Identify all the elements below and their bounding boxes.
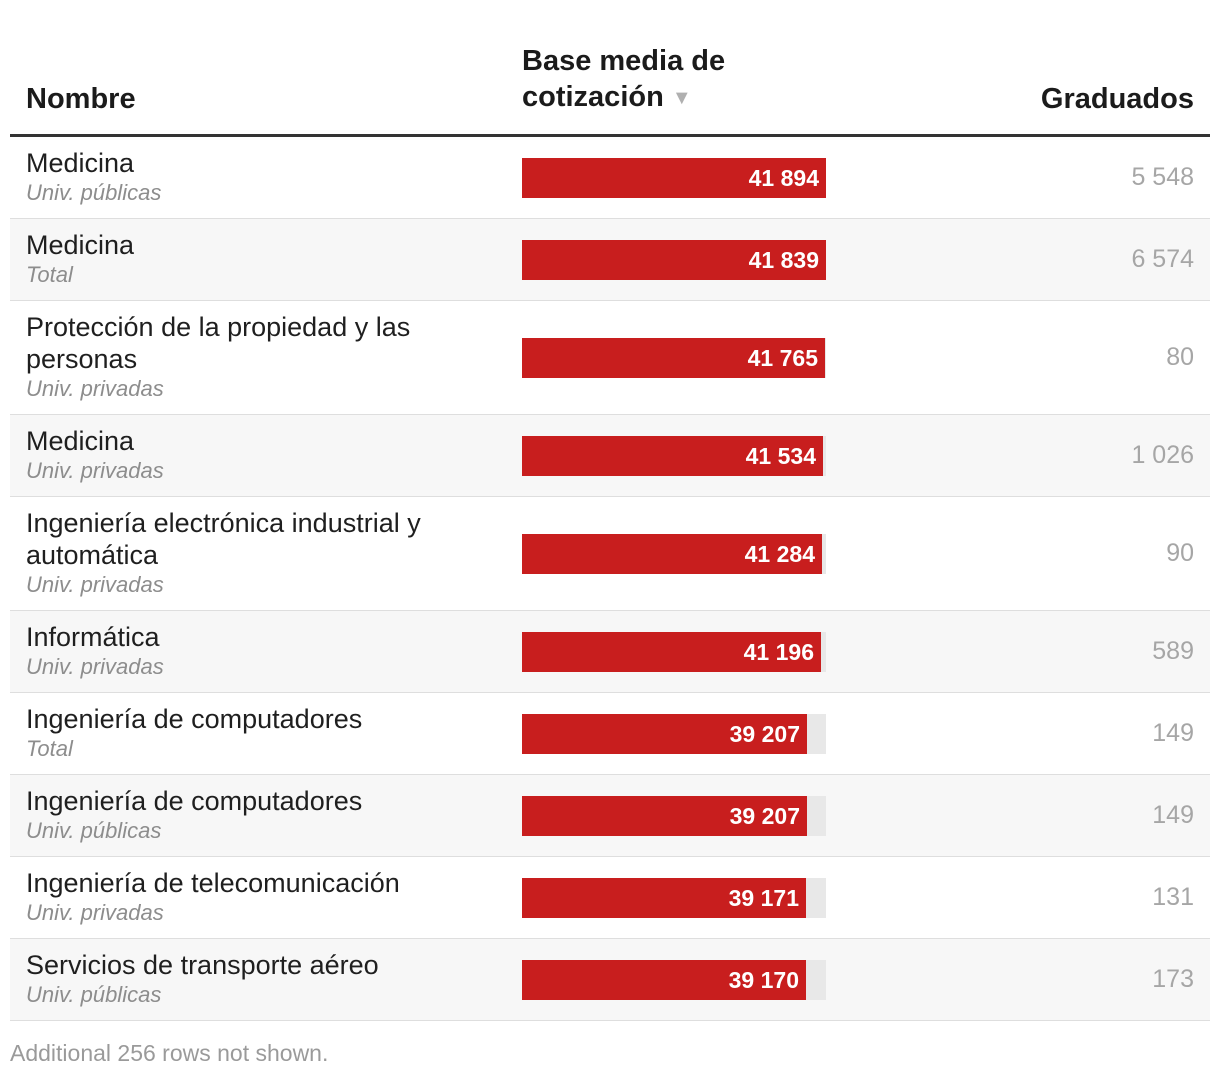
header-graduados[interactable]: Graduados bbox=[1040, 83, 1194, 115]
name-cell: Informática Univ. privadas bbox=[26, 621, 476, 681]
bar-value-label: 39 207 bbox=[729, 721, 800, 747]
row-university-type: Univ. públicas bbox=[26, 180, 162, 205]
row-name: Ingeniería de telecomunicación bbox=[26, 868, 400, 898]
row-name: Ingeniería de computadores bbox=[26, 786, 363, 816]
table-row: Ingeniería electrónica industrial y auto… bbox=[10, 497, 1210, 611]
row-name: Informática bbox=[26, 622, 160, 652]
row-university-type: Total bbox=[26, 262, 73, 287]
row-name: Medicina bbox=[26, 426, 135, 456]
row-university-type: Univ. privadas bbox=[26, 458, 164, 483]
table-row: Ingeniería de computadores Univ. públicas… bbox=[10, 775, 1210, 857]
row-name: Medicina bbox=[26, 148, 135, 178]
name-cell: Ingeniería de computadores Total bbox=[26, 703, 476, 763]
header-base-media-label: Base media de cotización bbox=[522, 45, 726, 113]
graduates-value: 90 bbox=[1166, 539, 1194, 567]
row-university-type: Univ. privadas bbox=[26, 654, 164, 679]
table-row: Servicios de transporte aéreo Univ. públi… bbox=[10, 939, 1210, 1021]
bar-track: 41 894 bbox=[522, 158, 826, 198]
bar bbox=[522, 338, 825, 378]
name-cell: Ingeniería de telecomunicación Univ. priv… bbox=[26, 867, 476, 927]
graduates-value: 1 026 bbox=[1131, 441, 1194, 469]
bar-value-label: 41 284 bbox=[744, 541, 815, 567]
sort-descending-icon[interactable]: ▼ bbox=[671, 87, 692, 109]
table-row: Ingeniería de computadores Total 39 207 149 bbox=[10, 693, 1210, 775]
header-nombre[interactable]: Nombre bbox=[26, 83, 136, 115]
bar-track: 39 207 bbox=[522, 714, 826, 754]
row-name: Servicios de transporte aéreo bbox=[26, 950, 379, 980]
graduates-value: 131 bbox=[1152, 883, 1194, 911]
name-cell: Servicios de transporte aéreo Univ. públi… bbox=[26, 949, 476, 1009]
name-cell: Medicina Univ. privadas bbox=[26, 425, 476, 485]
table-row: Medicina Univ. privadas 41 534 1 026 bbox=[10, 415, 1210, 497]
row-name: Protección de la propiedad y las persona… bbox=[26, 312, 411, 374]
graduates-value: 149 bbox=[1152, 719, 1194, 747]
bar-value-label: 41 765 bbox=[747, 345, 818, 371]
footer-note: Additional 256 rows not shown. bbox=[10, 1040, 329, 1066]
data-table: Nombre Base media de cotización ▼ Graduad… bbox=[10, 0, 1210, 1021]
table-body: Medicina Univ. públicas 41 894 5 548 Medicin… bbox=[10, 137, 1210, 1021]
graduates-value: 5 548 bbox=[1131, 163, 1194, 191]
table-row: Medicina Total 41 839 6 574 bbox=[10, 219, 1210, 301]
bar-value-label: 39 171 bbox=[728, 885, 799, 911]
name-cell: Medicina Univ. públicas bbox=[26, 147, 476, 207]
bar-value-label: 41 894 bbox=[748, 165, 819, 191]
row-university-type: Univ. privadas bbox=[26, 376, 164, 401]
bar-value-label: 41 196 bbox=[743, 639, 814, 665]
bar-track: 41 765 bbox=[522, 338, 826, 378]
bar-track: 39 171 bbox=[522, 878, 826, 918]
row-university-type: Univ. privadas bbox=[26, 900, 164, 925]
name-cell: Ingeniería electrónica industrial y auto… bbox=[26, 507, 476, 599]
bar bbox=[522, 714, 807, 754]
bar bbox=[522, 158, 826, 198]
table-header: Nombre Base media de cotización ▼ Graduad… bbox=[10, 0, 1210, 137]
bar-value-label: 41 534 bbox=[745, 443, 816, 469]
row-university-type: Total bbox=[26, 736, 73, 761]
bar-track: 41 196 bbox=[522, 632, 826, 672]
row-name: Ingeniería electrónica industrial y auto… bbox=[26, 508, 421, 570]
bar-track: 39 170 bbox=[522, 960, 826, 1000]
bar-track: 41 284 bbox=[522, 534, 826, 574]
bar-value-label: 39 207 bbox=[729, 803, 800, 829]
name-cell: Medicina Total bbox=[26, 229, 476, 289]
bar bbox=[522, 960, 806, 1000]
header-base-media[interactable]: Base media de cotización ▼ bbox=[522, 43, 782, 116]
graduates-value: 589 bbox=[1152, 637, 1194, 665]
name-cell: Protección de la propiedad y las persona… bbox=[26, 311, 476, 403]
row-university-type: Univ. públicas bbox=[26, 818, 162, 843]
bar bbox=[522, 632, 821, 672]
row-university-type: Univ. privadas bbox=[26, 572, 164, 597]
table-row: Medicina Univ. públicas 41 894 5 548 bbox=[10, 137, 1210, 219]
row-name: Medicina bbox=[26, 230, 135, 260]
name-cell: Ingeniería de computadores Univ. públicas bbox=[26, 785, 476, 845]
bar bbox=[522, 240, 826, 280]
graduates-value: 173 bbox=[1152, 965, 1194, 993]
bar-value-label: 41 839 bbox=[748, 247, 819, 273]
row-university-type: Univ. públicas bbox=[26, 982, 162, 1007]
bar-track: 41 534 bbox=[522, 436, 826, 476]
graduates-value: 6 574 bbox=[1131, 245, 1194, 273]
bar-value-label: 39 170 bbox=[728, 967, 799, 993]
bar bbox=[522, 534, 822, 574]
bar-track: 41 839 bbox=[522, 240, 826, 280]
bar bbox=[522, 878, 806, 918]
row-name: Ingeniería de computadores bbox=[26, 704, 363, 734]
bar bbox=[522, 796, 807, 836]
table-row: Ingeniería de telecomunicación Univ. priv… bbox=[10, 857, 1210, 939]
bar bbox=[522, 436, 823, 476]
graduates-value: 149 bbox=[1152, 801, 1194, 829]
bar-track: 39 207 bbox=[522, 796, 826, 836]
table-row: Protección de la propiedad y las persona… bbox=[10, 301, 1210, 415]
table-row: Informática Univ. privadas 41 196 589 bbox=[10, 611, 1210, 693]
graduates-value: 80 bbox=[1166, 343, 1194, 371]
